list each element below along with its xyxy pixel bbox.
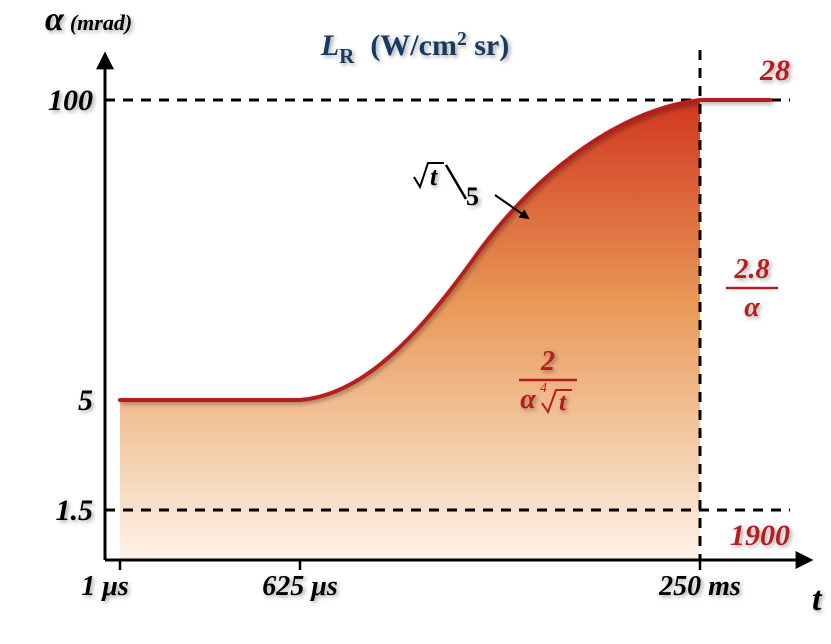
y-axis-label: α(mrad) — [45, 1, 132, 38]
y-tick-label: 5 — [78, 384, 93, 417]
y-tick-label: 1.5 — [56, 494, 94, 527]
x-tick-label: 250 ms — [658, 571, 741, 602]
frac-center-num: 2 — [540, 346, 555, 377]
divslash — [446, 165, 466, 199]
sqrt-radicand: t — [430, 162, 438, 191]
y-tick-label: 100 — [48, 84, 93, 117]
value-top-right: 28 — [759, 54, 790, 87]
frac-center-alpha: α — [520, 384, 536, 415]
x-tick-label: 1 μs — [81, 571, 129, 602]
sqrt-denom: 5 — [466, 182, 479, 211]
value-bottom-right: 1900 — [730, 519, 790, 552]
frac-center-t: t — [559, 389, 567, 416]
limits-chart: α(mrad) LR(W/cm2 sr) t 100 5 1.5 1 μs 625 μs 250… — [0, 0, 831, 644]
frac-right-den: α — [744, 292, 760, 323]
x-tick-label: 625 μs — [262, 571, 338, 602]
frac-right-num: 2.8 — [734, 254, 770, 285]
sqrt-symbol — [414, 163, 444, 187]
curve-fill-region — [120, 100, 700, 560]
frac-center-rootindex: 4 — [540, 381, 547, 396]
x-axis-label: t — [812, 581, 823, 618]
chart-title: LR(W/cm2 sr) — [320, 29, 509, 68]
